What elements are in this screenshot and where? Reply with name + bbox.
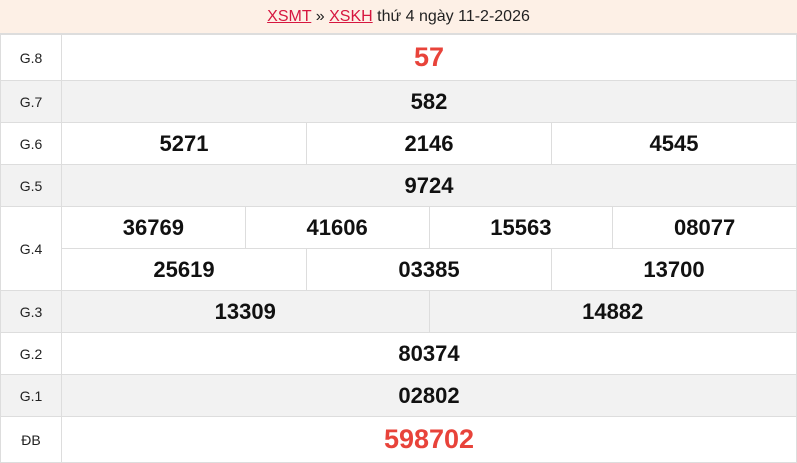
prize-value: 80374 [61,332,797,375]
prize-label: ĐB [0,416,62,463]
prize-value: 08077 [612,207,796,248]
draw-date: thứ 4 ngày 11-2-2026 [372,8,530,25]
row-g2: G.2 80374 [0,332,797,375]
prize-value: 2146 [306,123,551,164]
prize-label: G.4 [0,206,62,291]
prize-value: 13309 [214,298,276,324]
row-g7: G.7 582 [0,80,797,123]
row-g4: G.4 36769 41606 15563 08077 25619 03385 … [0,206,797,291]
prize-value: 25619 [153,256,215,282]
prize-label: G.2 [0,332,62,375]
prize-value: 582 [61,80,797,123]
xskh-link[interactable]: XSKH [329,8,373,25]
prize-label: G.8 [0,34,62,81]
breadcrumb-separator: » [311,8,330,25]
results-table: G.8 57 G.7 582 G.6 5271 2146 4545 G.5 97… [0,34,797,463]
row-g5: G.5 9724 [0,164,797,207]
prize-label: G.5 [0,164,62,207]
prize-value: 13700 [551,249,796,290]
prize-label: G.3 [0,290,62,333]
prize-value: 36769 [122,214,184,240]
prize-value: 41606 [244,207,429,248]
breadcrumb: XSMT » XSKH thứ 4 ngày 11-2-2026 [0,0,797,34]
xsmt-link[interactable]: XSMT [267,8,312,25]
row-g3: G.3 13309 14882 [0,290,797,333]
prize-value: 5271 [159,130,209,156]
prize-label: G.1 [0,374,62,417]
prize-label: G.6 [0,122,62,165]
prize-value: 02802 [61,374,797,417]
prize-value: 03385 [306,249,551,290]
row-g8: G.8 57 [0,34,797,81]
prize-value: 57 [61,34,797,81]
prize-label: G.7 [0,80,62,123]
prize-value: 9724 [61,164,797,207]
special-prize-value: 598702 [61,416,797,463]
row-g1: G.1 02802 [0,374,797,417]
row-g6: G.6 5271 2146 4545 [0,122,797,165]
row-special: ĐB 598702 [0,416,797,463]
prize-value: 4545 [551,123,796,164]
prize-value: 14882 [428,291,797,332]
prize-value: 15563 [428,207,613,248]
